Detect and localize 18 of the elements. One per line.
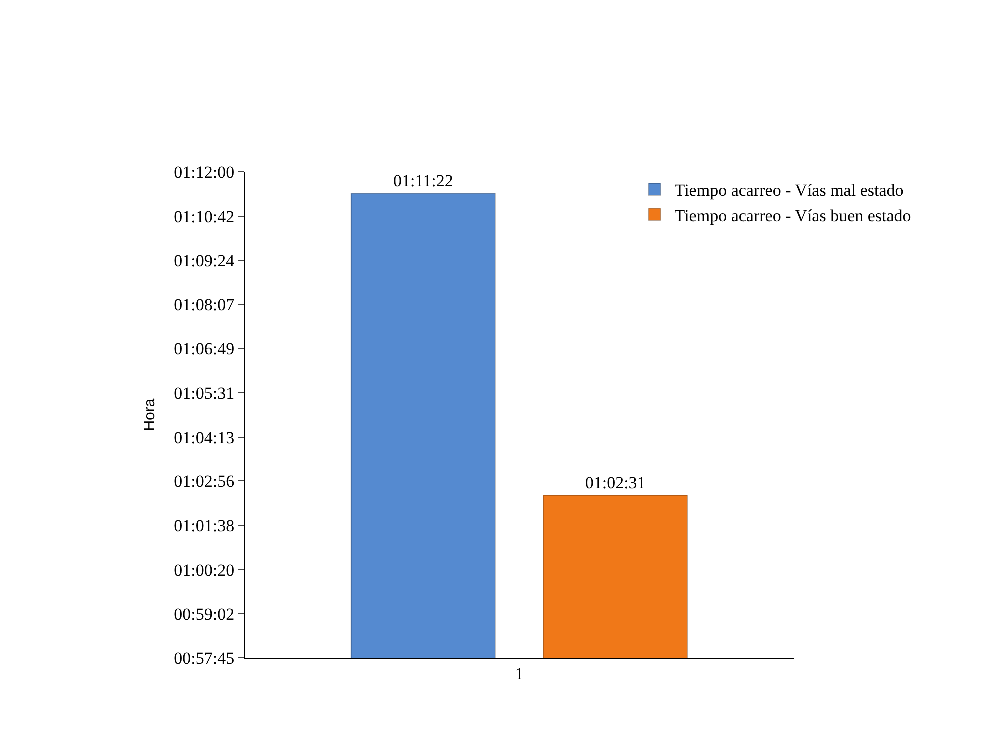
y-tick-label: 01:04:13 <box>174 428 235 448</box>
y-tick-label: 01:05:31 <box>174 384 235 404</box>
data-label: 01:02:31 <box>585 473 646 492</box>
y-tick-label: 00:57:45 <box>174 648 235 668</box>
y-tick-label: 01:00:20 <box>174 560 235 580</box>
y-tick-label: 01:01:38 <box>174 516 235 536</box>
legend-label: Tiempo acarreo - Vías buen estado <box>674 206 912 226</box>
y-axis-title: Hora <box>141 398 158 432</box>
y-tick-label: 01:09:24 <box>174 252 236 271</box>
x-tick-label: 1 <box>515 664 524 684</box>
y-tick-label: 01:02:56 <box>174 472 235 492</box>
y-tick-label: 01:08:07 <box>174 295 236 314</box>
data-label: 01:11:22 <box>394 172 454 191</box>
y-tick-label: 01:10:42 <box>174 207 235 226</box>
y-tick-label: 01:12:00 <box>174 162 235 182</box>
y-tick-label: 01:06:49 <box>174 340 235 359</box>
y-tick-label: 00:59:02 <box>174 605 235 624</box>
legend-label: Tiempo acarreo - Vías mal estado <box>674 181 904 200</box>
